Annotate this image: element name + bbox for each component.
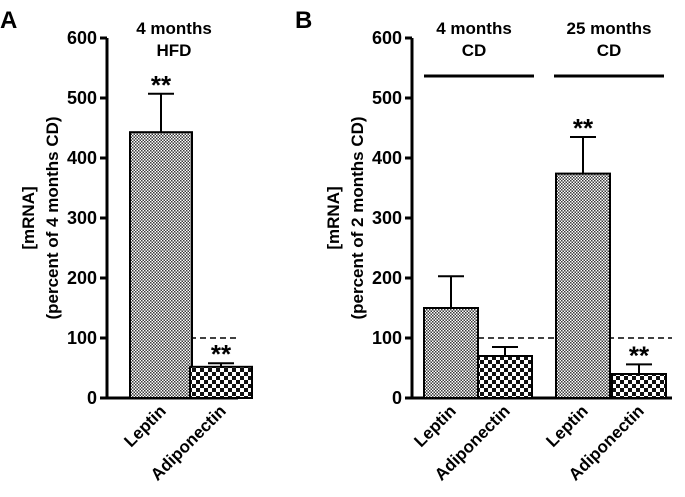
y-tick-label: 100	[67, 328, 97, 348]
y-axis-title-a: [mRNA] (percent of 4 months CD)	[19, 116, 62, 319]
y-axis-title-line: [mRNA]	[324, 186, 343, 249]
significance-marker: **	[573, 113, 594, 143]
significance-marker: **	[151, 70, 172, 100]
condition-label: CD	[597, 41, 622, 60]
y-tick-label: 400	[372, 148, 402, 168]
bar-adiponectin	[189, 365, 253, 399]
panel-letter-a: A	[0, 7, 17, 34]
condition-label: 4 months	[436, 19, 512, 38]
significance-marker: **	[211, 339, 232, 369]
y-axis-title-line: [mRNA]	[19, 186, 38, 249]
y-tick-label: 600	[67, 28, 97, 48]
condition-label: 25 months	[566, 19, 651, 38]
x-tick-label-leptin: Leptin	[542, 401, 591, 450]
y-tick-label: 300	[67, 208, 97, 228]
y-tick-label: 0	[392, 388, 402, 408]
y-tick-label: 100	[372, 328, 402, 348]
bar-leptin	[555, 172, 611, 399]
y-tick-label: 400	[67, 148, 97, 168]
y-axis-title-line: (percent of 2 months CD)	[348, 116, 367, 319]
y-tick-label: 200	[372, 268, 402, 288]
y-tick-label: 0	[87, 388, 97, 408]
y-tick-label: 200	[67, 268, 97, 288]
significance-marker: **	[629, 340, 650, 370]
y-tick-label: 600	[372, 28, 402, 48]
y-axis-title-line: (percent of 4 months CD)	[43, 116, 62, 319]
bar-adiponectin	[611, 373, 667, 399]
y-axis-title-b: [mRNA] (percent of 2 months CD)	[324, 116, 367, 319]
condition-label: CD	[462, 41, 487, 60]
y-tick-label: 500	[67, 88, 97, 108]
x-tick-label-leptin: Leptin	[120, 401, 169, 450]
x-tick-label-leptin: Leptin	[410, 401, 459, 450]
panel-letter-b: B	[295, 7, 312, 34]
condition-label: 4 months	[136, 19, 212, 38]
bar-leptin	[423, 307, 479, 399]
y-tick-label: 300	[372, 208, 402, 228]
bar-adiponectin	[477, 355, 533, 399]
y-tick-label: 500	[372, 88, 402, 108]
condition-label: HFD	[157, 41, 192, 60]
bar-leptin	[129, 131, 193, 399]
